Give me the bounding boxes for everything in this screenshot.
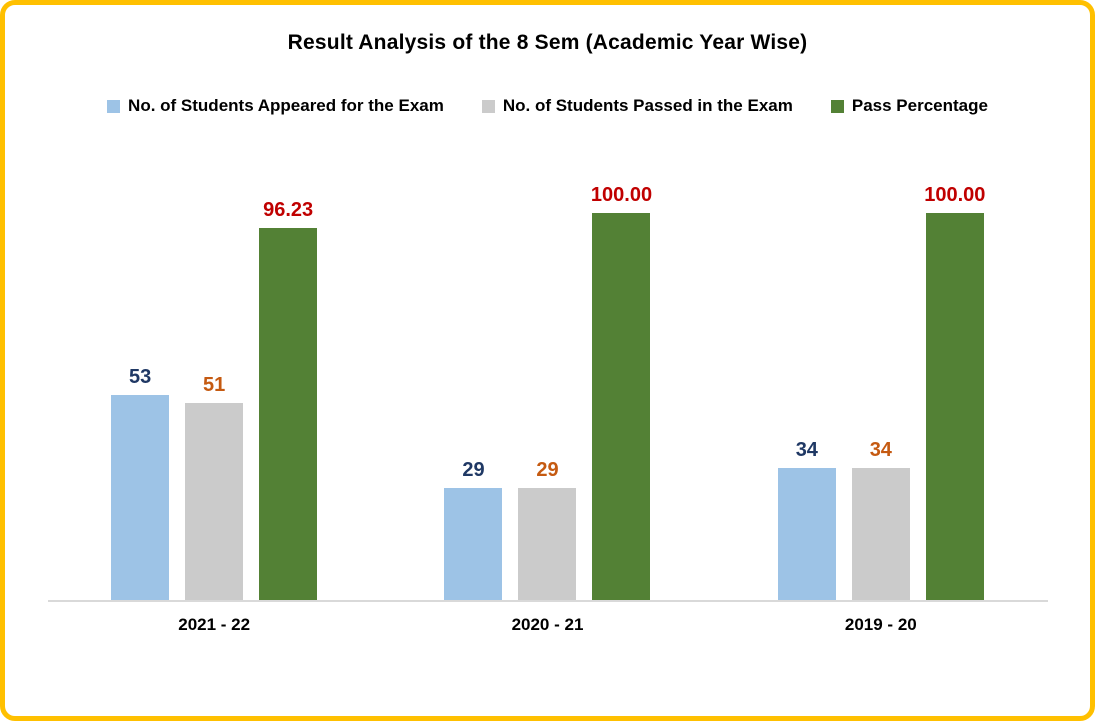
bar-group-2019-20: 34 34 100.00 — [777, 184, 985, 600]
legend-swatch-passed-icon — [481, 99, 495, 113]
bar-appeared-2020-21: 29 — [444, 459, 503, 600]
bar-group-2021-22: 53 51 96.23 — [111, 199, 318, 600]
bar-group-2020-21: 29 29 100.00 — [444, 184, 652, 600]
legend-swatch-pass-percentage-icon — [830, 99, 844, 113]
legend-label-pass-percentage: Pass Percentage — [851, 96, 988, 115]
legend-swatch-appeared-icon — [107, 99, 121, 113]
bar-appeared-2021-22: 53 — [111, 366, 170, 600]
bar-pass-percentage-2019-20: 100.00 — [924, 184, 985, 600]
legend-item-appeared: No. of Students Appeared for the Exam — [107, 96, 444, 116]
legend: No. of Students Appeared for the Exam No… — [5, 96, 1090, 116]
legend-label-passed: No. of Students Passed in the Exam — [502, 96, 793, 115]
bar-label-appeared-2019-20: 34 — [795, 439, 818, 462]
bar-label-passed-2019-20: 34 — [869, 439, 892, 462]
bar-groups: 53 51 96.23 29 29 100.00 — [48, 184, 1048, 600]
legend-label-appeared: No. of Students Appeared for the Exam — [128, 96, 444, 115]
bar-label-passed-2021-22: 51 — [203, 373, 226, 396]
legend-item-passed: No. of Students Passed in the Exam — [481, 96, 793, 116]
x-axis-labels: 2021 - 22 2020 - 21 2019 - 20 — [48, 615, 1048, 635]
category-label-2021-22: 2021 - 22 — [178, 615, 251, 634]
chart-title: Result Analysis of the 8 Sem (Academic Y… — [287, 31, 808, 54]
bar-label-pass-percentage-2021-22: 96.23 — [263, 198, 314, 221]
bar-pass-percentage-2021-22: 96.23 — [259, 199, 318, 600]
bar-label-pass-percentage-2020-21: 100.00 — [590, 184, 653, 206]
bar-passed-2020-21: 29 — [518, 459, 577, 600]
plot-area: 53 51 96.23 29 29 100.00 — [47, 184, 1048, 635]
bar-passed-2021-22: 51 — [185, 374, 244, 600]
bar-label-passed-2020-21: 29 — [536, 458, 559, 481]
category-label-2020-21: 2020 - 21 — [511, 615, 584, 634]
bar-label-appeared-2021-22: 53 — [129, 365, 152, 388]
category-label-2019-20: 2019 - 20 — [844, 615, 917, 634]
x-axis-line — [47, 600, 1048, 602]
bar-label-appeared-2020-21: 29 — [462, 458, 485, 481]
bar-label-pass-percentage-2019-20: 100.00 — [924, 184, 986, 206]
bar-appeared-2019-20: 34 — [777, 439, 836, 600]
bar-pass-percentage-2020-21: 100.00 — [591, 184, 652, 600]
legend-item-pass-percentage: Pass Percentage — [830, 96, 988, 116]
bar-passed-2019-20: 34 — [851, 439, 910, 600]
